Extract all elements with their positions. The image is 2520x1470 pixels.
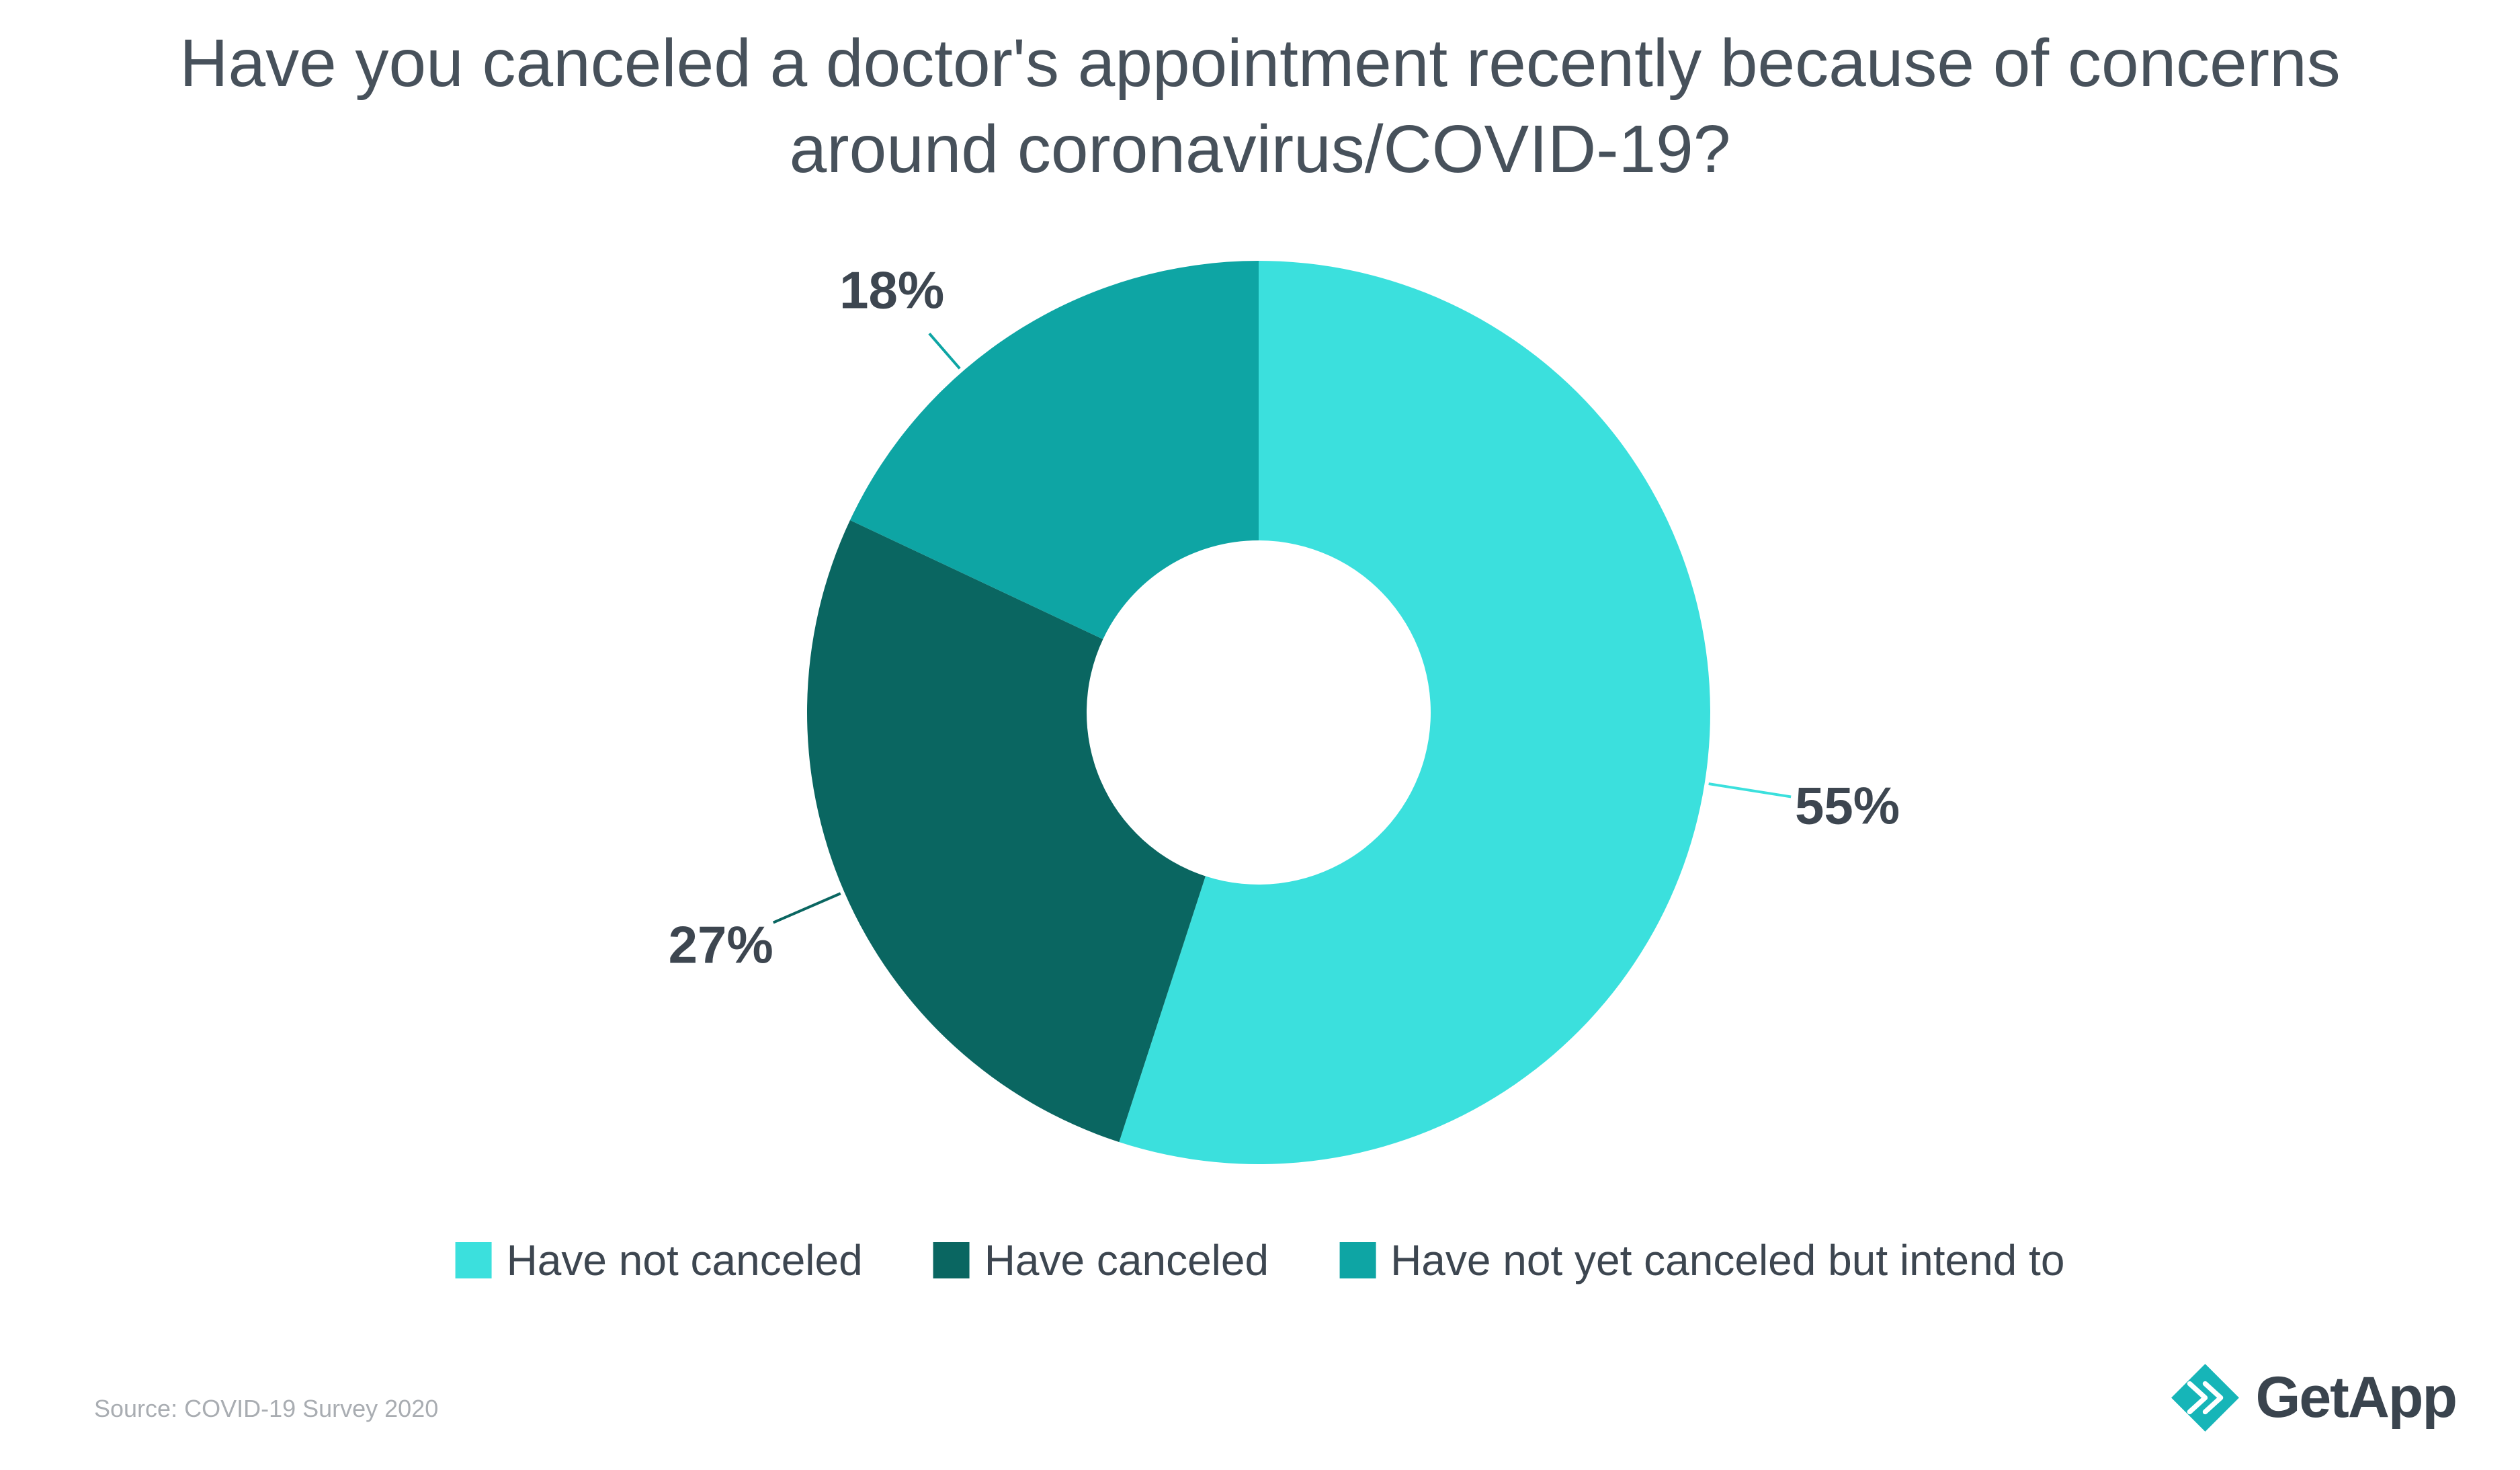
getapp-logo: GetApp bbox=[2170, 1362, 2458, 1433]
leader-line-1 bbox=[772, 892, 841, 924]
slice-label-have-not-canceled: 55% bbox=[1795, 776, 1900, 835]
leader-line-0 bbox=[1708, 782, 1792, 799]
donut-slice-0 bbox=[1119, 261, 1710, 1164]
legend-item-have-not-canceled: Have not canceled bbox=[455, 1235, 863, 1285]
donut-slice-1 bbox=[806, 520, 1206, 1143]
source-note: Source: COVID-19 Survey 2020 bbox=[94, 1395, 439, 1422]
legend-swatch-intend-to bbox=[1339, 1242, 1376, 1278]
slice-label-have-canceled: 27% bbox=[668, 915, 773, 975]
legend-swatch-have-canceled bbox=[933, 1242, 970, 1278]
legend-swatch-have-not-canceled bbox=[455, 1242, 492, 1278]
getapp-diamond-icon bbox=[2171, 1364, 2240, 1432]
slice-label-intend-to: 18% bbox=[839, 260, 945, 320]
legend-label-intend-to: Have not yet canceled but intend to bbox=[1390, 1236, 2065, 1284]
legend-item-have-canceled: Have canceled bbox=[933, 1235, 1269, 1285]
leader-line-2 bbox=[928, 332, 961, 370]
legend-item-intend-to: Have not yet canceled but intend to bbox=[1339, 1235, 2064, 1285]
legend-label-have-not-canceled: Have not canceled bbox=[506, 1236, 863, 1284]
chart-title: Have you canceled a doctor's appointment… bbox=[179, 26, 2341, 187]
donut-slice-2 bbox=[849, 261, 1259, 640]
getapp-logo-text: GetApp bbox=[2255, 1365, 2458, 1430]
legend: Have not canceled Have canceled Have not… bbox=[455, 1235, 2064, 1285]
legend-label-have-canceled: Have canceled bbox=[984, 1236, 1269, 1284]
